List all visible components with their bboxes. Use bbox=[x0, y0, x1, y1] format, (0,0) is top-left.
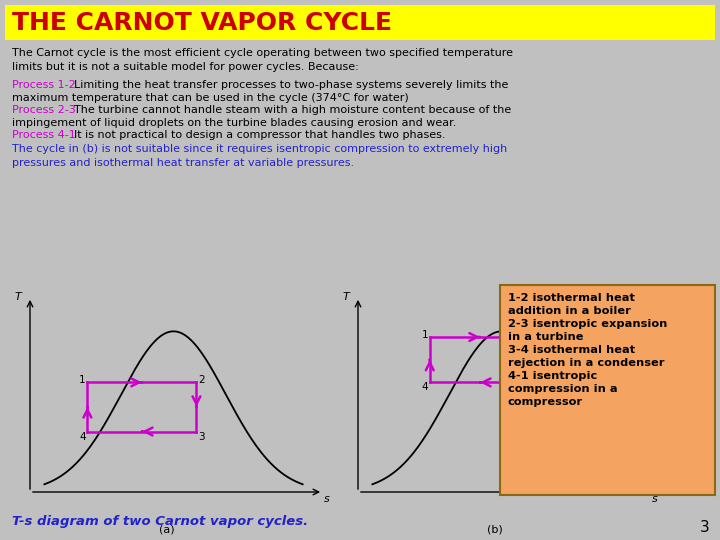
Text: 3: 3 bbox=[701, 521, 710, 536]
Text: It is not practical to design a compressor that handles two phases.: It is not practical to design a compress… bbox=[74, 130, 446, 140]
Text: T: T bbox=[14, 292, 22, 302]
Text: (a): (a) bbox=[159, 524, 175, 534]
Text: Limiting the heat transfer processes to two-phase systems severely limits the: Limiting the heat transfer processes to … bbox=[74, 80, 508, 90]
Bar bbox=[500, 285, 715, 495]
Text: 4: 4 bbox=[421, 382, 428, 393]
Text: maximum temperature that can be used in the cycle (374°C for water): maximum temperature that can be used in … bbox=[12, 93, 409, 103]
Text: 1: 1 bbox=[421, 330, 428, 340]
Bar bbox=[5, 5, 715, 40]
Text: Process 2-3: Process 2-3 bbox=[12, 105, 79, 115]
Text: T-s diagram of two Carnot vapor cycles.: T-s diagram of two Carnot vapor cycles. bbox=[12, 516, 308, 529]
Text: 2: 2 bbox=[532, 330, 539, 340]
Text: The cycle in (b) is not suitable since it requires isentropic compression to ext: The cycle in (b) is not suitable since i… bbox=[12, 144, 508, 168]
Text: 1: 1 bbox=[79, 375, 86, 386]
Text: s: s bbox=[652, 494, 658, 504]
Text: T: T bbox=[343, 292, 349, 302]
Text: 2: 2 bbox=[198, 375, 204, 386]
Text: Process 1-2: Process 1-2 bbox=[12, 80, 79, 90]
Text: s: s bbox=[324, 494, 330, 504]
Text: impingement of liquid droplets on the turbine blades causing erosion and wear.: impingement of liquid droplets on the tu… bbox=[12, 118, 456, 128]
Text: The turbine cannot handle steam with a high moisture content because of the: The turbine cannot handle steam with a h… bbox=[74, 105, 511, 115]
Text: 3: 3 bbox=[532, 382, 539, 393]
Text: 1-2 isothermal heat
addition in a boiler
2-3 isentropic expansion
in a turbine
3: 1-2 isothermal heat addition in a boiler… bbox=[508, 293, 667, 407]
Text: (b): (b) bbox=[487, 524, 503, 534]
Text: 4: 4 bbox=[79, 431, 86, 442]
Text: Process 4-1: Process 4-1 bbox=[12, 130, 79, 140]
Text: The Carnot cycle is the most efficient cycle operating between two specified tem: The Carnot cycle is the most efficient c… bbox=[12, 48, 513, 72]
Text: 3: 3 bbox=[198, 431, 204, 442]
Text: THE CARNOT VAPOR CYCLE: THE CARNOT VAPOR CYCLE bbox=[12, 11, 392, 35]
